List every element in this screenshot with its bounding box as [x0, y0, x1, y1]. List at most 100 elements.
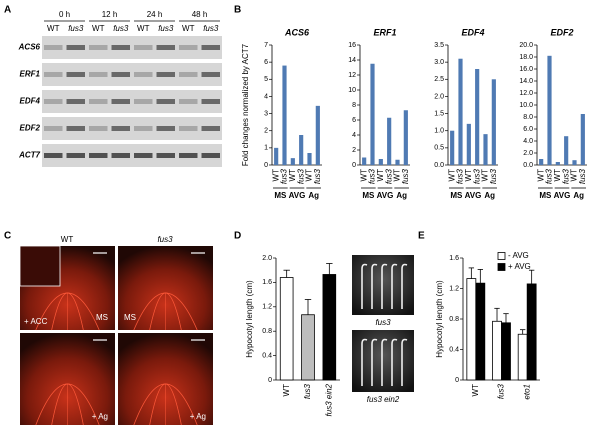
bar: [517, 333, 528, 381]
gel-band: [44, 45, 63, 50]
column-label: fus3: [157, 235, 173, 244]
seedling: [371, 263, 378, 309]
gel-band: [134, 72, 153, 77]
gel-band: [111, 126, 130, 131]
y-tick-label: 0: [352, 162, 356, 169]
bar: [483, 134, 488, 165]
group-label: AVG: [554, 191, 571, 200]
gel-band: [66, 153, 85, 158]
y-tick-label: 10.0: [519, 102, 533, 109]
group-label: Ag: [573, 191, 584, 200]
x-tick-label: fus3: [368, 168, 377, 184]
gene-label: ERF1: [20, 70, 41, 79]
group-label: MS: [450, 191, 463, 200]
y-tick-label: 0: [264, 162, 268, 169]
lane-label: WT: [182, 24, 195, 33]
group-label: AVG: [377, 191, 394, 200]
gel-strip: [42, 90, 222, 113]
gel-band: [156, 45, 175, 50]
gel-band: [89, 72, 108, 77]
gel-band: [44, 72, 63, 77]
legend-label: + AVG: [508, 262, 531, 271]
panel-label: C: [4, 231, 11, 242]
x-tick-label: WT: [570, 169, 579, 182]
y-tick-label: 20.0: [519, 42, 533, 49]
group-label: AVG: [289, 191, 306, 200]
y-tick-label: 4.0: [523, 138, 533, 145]
gel-band: [44, 99, 63, 104]
gel-band: [134, 45, 153, 50]
y-tick-label: 12: [348, 72, 356, 79]
gene-label: EDF4: [20, 97, 41, 106]
gel-band: [201, 153, 220, 158]
x-tick-label: WT: [359, 169, 368, 182]
micrograph-label: + Ag: [92, 412, 108, 421]
lane-label: WT: [137, 24, 150, 33]
lane-label: WT: [47, 24, 60, 33]
micrograph-label: + ACC: [24, 317, 48, 326]
y-tick-label: 0.4: [449, 346, 459, 353]
bar: [279, 277, 294, 381]
y-tick-label: 1.0: [434, 128, 444, 135]
group-label: Ag: [308, 191, 319, 200]
y-tick-label: 1.6: [449, 255, 459, 262]
gel-band: [89, 99, 108, 104]
gel-band: [134, 153, 153, 158]
y-tick-label: 2.5: [434, 76, 444, 83]
cell-outline: [35, 292, 100, 331]
gel-band: [66, 72, 85, 77]
y-tick-label: 2: [352, 147, 356, 154]
y-tick-label: 3: [264, 110, 268, 117]
seedling: [391, 338, 398, 386]
x-tick-label: fus3: [489, 168, 498, 184]
x-tick-label: WT: [271, 169, 280, 182]
seedling: [361, 263, 368, 309]
y-tick-label: 0.8: [449, 316, 459, 323]
y-tick-label: 6: [264, 59, 268, 66]
group-label: MS: [274, 191, 287, 200]
x-tick-label: WT: [536, 169, 545, 182]
bar: [387, 117, 392, 165]
group-label: MS: [362, 191, 375, 200]
cell-outline: [35, 383, 100, 426]
gel-band: [111, 153, 130, 158]
gel-band: [179, 126, 198, 131]
bar: [547, 55, 552, 165]
y-tick-label: 2.0: [262, 255, 272, 262]
x-tick-label: WT: [471, 384, 480, 397]
y-tick-label: 1.2: [449, 285, 459, 292]
y-tick-label: 6.0: [523, 126, 533, 133]
chart-title: ERF1: [373, 27, 396, 37]
gel-band: [111, 99, 130, 104]
cell-outline: [133, 292, 198, 331]
x-tick-label: WT: [481, 169, 490, 182]
y-tick-label: 0.8: [262, 328, 272, 335]
gel-band: [44, 153, 63, 158]
legend-label: - AVG: [508, 251, 529, 260]
x-tick-label: WT: [553, 169, 562, 182]
bar: [370, 63, 375, 165]
timepoint-label: 48 h: [192, 10, 208, 19]
bar: [466, 278, 477, 381]
x-tick-label: fus3: [384, 168, 393, 184]
bar: [466, 123, 471, 165]
micrograph-label: MS: [124, 313, 136, 322]
y-axis-label: Fold changes normalized by ACT7: [241, 43, 250, 166]
inset: [19, 245, 61, 287]
y-tick-label: 2: [264, 128, 268, 135]
y-tick-label: 1: [264, 145, 268, 152]
gel-band: [66, 45, 85, 50]
seedling: [391, 263, 398, 309]
x-tick-label: eto1: [522, 384, 531, 400]
bar: [274, 147, 279, 165]
x-tick-label: WT: [393, 169, 402, 182]
bar: [555, 162, 560, 165]
gene-label: ACS6: [18, 43, 41, 52]
y-tick-label: 7: [264, 42, 268, 49]
bar: [322, 274, 337, 381]
chart-title: EDF2: [550, 27, 573, 37]
bar: [301, 314, 315, 381]
gel-band: [66, 126, 85, 131]
seedling: [371, 338, 378, 386]
lane-label: fus3: [113, 24, 129, 33]
